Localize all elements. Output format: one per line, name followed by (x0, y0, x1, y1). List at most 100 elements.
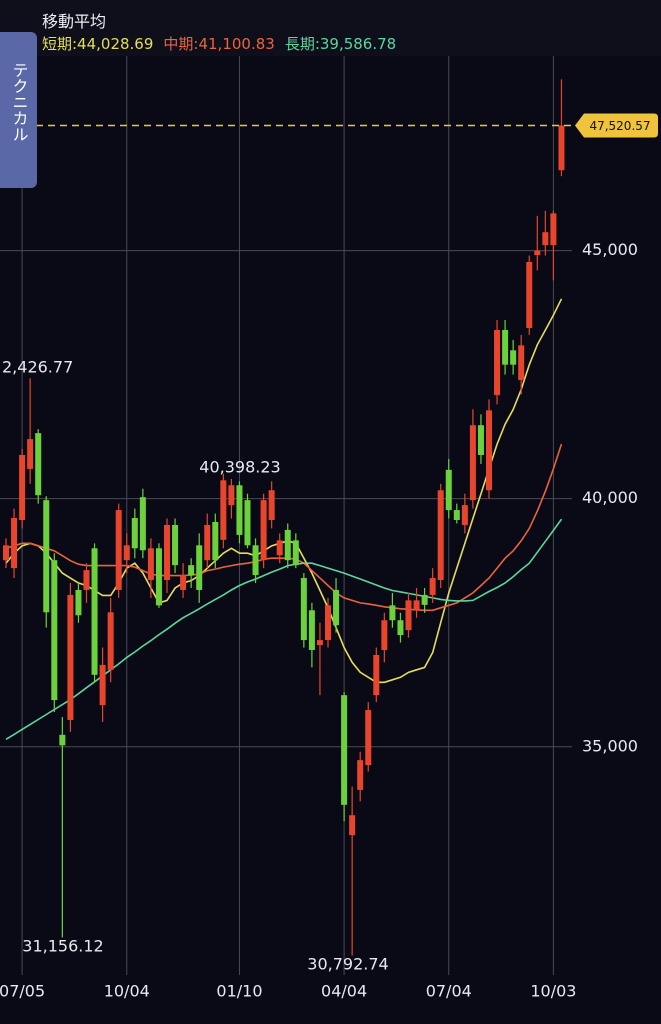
candle-body (558, 125, 565, 171)
technical-tab[interactable]: テクニカル (0, 32, 37, 188)
candle-body (59, 734, 66, 746)
candle-body (228, 485, 235, 506)
candle-body (405, 600, 412, 631)
moving-average-line (5, 443, 563, 612)
candle-body (445, 469, 452, 511)
candle-body (3, 545, 9, 561)
candle-body (19, 455, 26, 520)
candle-body (477, 425, 484, 455)
candle-body (349, 815, 356, 836)
candle-body (502, 329, 509, 365)
y-tick-label: 35,000 (582, 736, 638, 755)
price-badge (575, 113, 658, 138)
candle-body (107, 612, 114, 670)
candle-body (27, 439, 34, 469)
candle-body (453, 510, 460, 520)
candle-body (43, 500, 50, 613)
x-tick-label: 04/04 (321, 982, 367, 1001)
candle-body (172, 524, 179, 566)
candle-body (373, 654, 380, 696)
candle-body (526, 261, 533, 328)
x-tick-label: 10/04 (104, 982, 150, 1001)
candle-body (518, 345, 525, 381)
candle-body (188, 565, 195, 576)
annotation: 2,426.77 (2, 358, 73, 377)
candle-body (236, 485, 243, 535)
candle-body (389, 605, 396, 621)
candle-body (164, 524, 170, 581)
candle-body (510, 350, 517, 365)
candle-body (333, 589, 340, 626)
candle-body (11, 518, 18, 569)
annotation: 31,156.12 (22, 937, 103, 956)
candle-body (204, 524, 211, 561)
x-tick-label: 07/04 (426, 982, 472, 1001)
candle-body (381, 620, 388, 650)
legend: 短期:44,028.69 中期:41,100.83 長期:39,586.78 (42, 33, 396, 54)
candle-body (220, 480, 227, 540)
x-tick-label: 10/03 (530, 982, 576, 1001)
candle-body (413, 600, 420, 610)
price-line: 47,520.57 (0, 113, 658, 138)
candle-body (131, 518, 138, 549)
candle-body (341, 695, 348, 805)
candle-body (212, 521, 219, 561)
grid: 35,000 40,000 45,000 07/05 10/04 01/10 04/04 07… (0, 56, 638, 1001)
moving-average-line (5, 518, 563, 740)
candle-body (429, 578, 436, 595)
candle-body (486, 410, 492, 491)
legend-entry: 長期:39,586.78 (284, 35, 397, 53)
candle-body (357, 760, 364, 790)
candle-body (67, 594, 74, 720)
candles (3, 79, 565, 956)
candle-body (35, 433, 42, 496)
x-tick-label: 01/10 (216, 982, 262, 1001)
legend-entry: 短期:44,028.69 (42, 35, 154, 53)
candle-body (316, 640, 323, 646)
annotation: 30,792.74 (307, 955, 388, 974)
candle-body (115, 510, 122, 590)
candle-body (421, 594, 428, 605)
candle-body (469, 425, 476, 501)
candle-body (123, 545, 130, 561)
candle-body (99, 664, 106, 706)
y-tick-label: 40,000 (582, 488, 638, 507)
y-tick-label: 45,000 (582, 240, 638, 259)
candle-body (260, 500, 267, 561)
candle-body (325, 605, 331, 641)
candle-body (461, 505, 468, 525)
legend-entry: 中期:41,100.83 (163, 35, 275, 53)
price-label: 47,520.57 (589, 119, 650, 133)
candle-body (397, 620, 404, 636)
candle-body (51, 560, 58, 701)
candle-body (437, 490, 444, 581)
candle-body (292, 540, 299, 566)
candle-body (147, 548, 154, 581)
header: 移動平均 短期:44,028.69 中期:41,100.83 長期:39,586.7… (0, 0, 661, 56)
moving-average-line (5, 298, 563, 684)
candle-body (139, 497, 146, 551)
chart-title: 移動平均 (42, 12, 107, 31)
annotation: 40,398.23 (199, 458, 280, 477)
candle-body (550, 213, 557, 246)
candle-body (365, 710, 372, 766)
candle-body (83, 570, 90, 590)
candle-body (494, 329, 501, 395)
candle-body (300, 578, 307, 641)
candle-body (534, 250, 541, 256)
plot: 35,000 40,000 45,000 07/05 10/04 01/10 04/04 07… (0, 56, 658, 1001)
candle-body (268, 490, 275, 520)
candle-body (542, 232, 549, 246)
moving-averages (5, 298, 563, 740)
candle-body (276, 540, 283, 556)
candle-body (252, 545, 259, 576)
candle-body (91, 548, 98, 675)
candle-body (308, 610, 315, 650)
candle-body (284, 529, 291, 561)
candle-body (180, 575, 187, 590)
candle-body (244, 500, 251, 546)
x-tick-label: 07/05 (0, 982, 45, 1001)
candle-body (75, 589, 82, 616)
